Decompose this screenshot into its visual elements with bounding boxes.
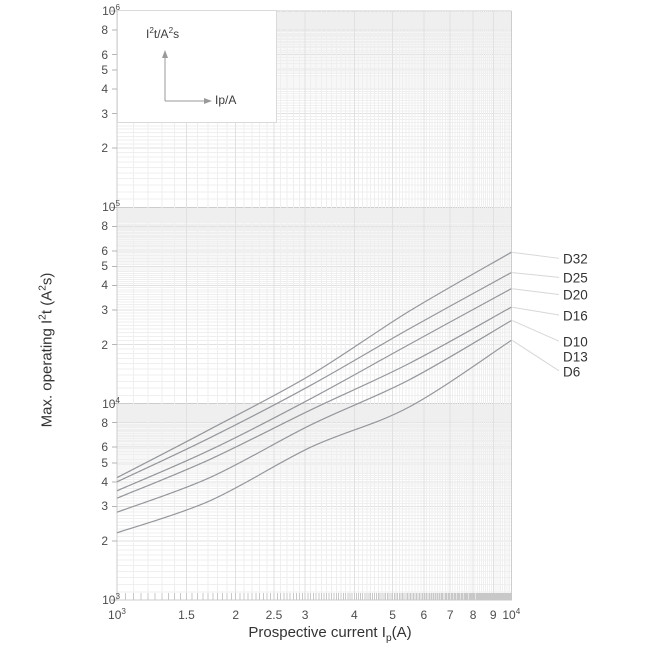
x-tick-label: 2 xyxy=(232,608,240,622)
y-tick-label: 2 xyxy=(101,533,108,548)
leader-lines-layer xyxy=(512,251,560,372)
y-tick-label: 6 xyxy=(101,440,108,455)
inset-up-arrow-icon xyxy=(162,50,168,58)
y-tick-label: 5 xyxy=(101,259,108,274)
leader-line-D16 xyxy=(512,306,560,316)
inset-y-unit-label: I2t/A2s xyxy=(146,26,180,41)
y-tick-label: 106 xyxy=(102,3,120,18)
curve-label-D32: D32 xyxy=(563,251,588,267)
y-tick-label: 4 xyxy=(101,474,108,489)
x-tick-label: 3 xyxy=(301,608,309,622)
x-tick-label: 5 xyxy=(389,608,396,622)
y-tick-label: 8 xyxy=(101,219,108,234)
axis-key-inset: I2t/A2s Ip/A xyxy=(117,10,277,123)
y-tick-label: 105 xyxy=(102,199,120,215)
axis-key-arrows xyxy=(162,50,212,104)
x-tick-label: 9 xyxy=(489,608,497,622)
curve-label-D13: D13 xyxy=(563,349,588,365)
curves-layer xyxy=(116,251,512,534)
curve-label-D25: D25 xyxy=(563,270,588,286)
leader-line-D32 xyxy=(512,251,560,259)
y-tick-label: 103 xyxy=(102,592,120,607)
curve-label-D6: D6 xyxy=(563,364,581,380)
curve-D25 xyxy=(116,272,512,483)
x-tick-label: 1.5 xyxy=(178,608,195,622)
curve-D10 xyxy=(116,320,512,513)
y-tick-label: 5 xyxy=(101,455,108,470)
y-tick-label: 6 xyxy=(101,47,108,62)
x-minor-tick-comb xyxy=(116,593,512,601)
y-axis-title: Max. operating I2t (A2s) xyxy=(37,272,56,428)
y-tick-label: 2 xyxy=(101,337,108,352)
y-tick-label: 6 xyxy=(101,243,108,258)
y-tick-label: 2 xyxy=(101,141,108,156)
curve-D32 xyxy=(116,251,512,479)
y-tick-label: 104 xyxy=(102,395,120,411)
curve-D20 xyxy=(116,288,512,492)
inset-right-arrow-icon xyxy=(204,98,212,104)
leader-line-D6 xyxy=(512,339,560,372)
y-tick-label: 5 xyxy=(101,63,108,78)
curve-label-D20: D20 xyxy=(563,287,588,303)
y-tick-label: 3 xyxy=(101,106,108,121)
x-tick-label: 103 xyxy=(108,607,126,622)
y-tick-label: 8 xyxy=(101,415,108,430)
x-tick-label: 6 xyxy=(420,608,428,622)
curve-label-D10: D10 xyxy=(563,334,588,350)
leader-line-D25 xyxy=(512,272,560,278)
x-tick-label: 8 xyxy=(469,608,477,622)
y-axis-ticks xyxy=(111,10,117,601)
inset-x-unit-label: Ip/A xyxy=(215,93,237,107)
x-axis-title: Prospective current Ip(A) xyxy=(248,624,412,644)
x-tick-label: 104 xyxy=(502,607,521,622)
curve-D16 xyxy=(116,306,512,499)
y-tick-label: 3 xyxy=(101,499,108,514)
y-tick-label: 8 xyxy=(101,23,108,38)
y-tick-label: 4 xyxy=(101,82,108,97)
x-tick-label: 4 xyxy=(351,608,358,622)
leader-line-D20 xyxy=(512,288,560,295)
x-tick-label: 7 xyxy=(446,608,454,622)
x-tick-label: 2.5 xyxy=(265,608,283,622)
curve-label-D16: D16 xyxy=(563,308,588,324)
y-tick-label: 4 xyxy=(101,278,108,293)
y-tick-label: 3 xyxy=(101,302,108,317)
curve-D6 xyxy=(116,339,512,534)
leader-line-D10 xyxy=(512,320,560,342)
